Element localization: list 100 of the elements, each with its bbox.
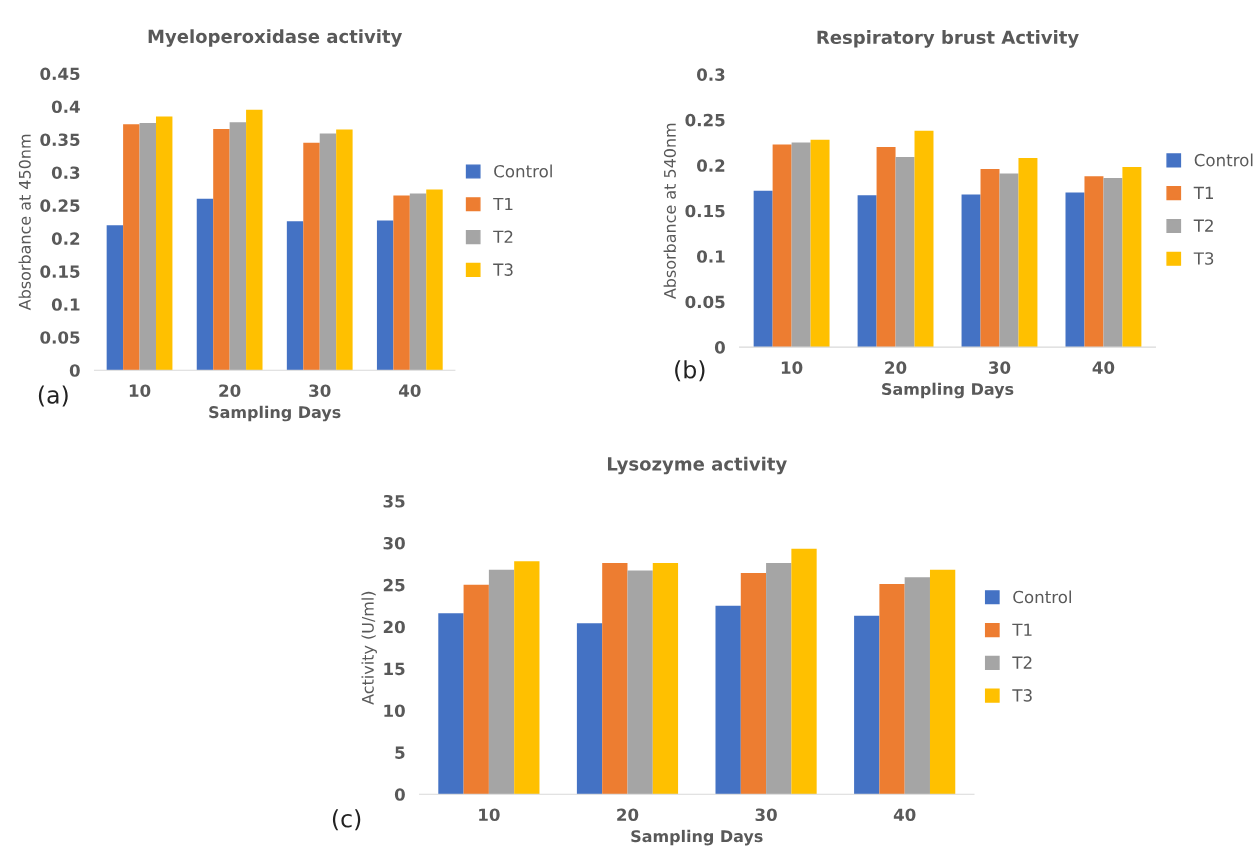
y-tick-label: 30 [383, 536, 405, 550]
bar [286, 221, 304, 371]
legend-label: T1 [1193, 186, 1213, 199]
y-tick-label: 0.2 [51, 232, 80, 245]
x-tick-label: 10 [781, 361, 803, 374]
bar [123, 124, 140, 371]
bar [1018, 158, 1038, 348]
bar [854, 615, 880, 795]
legend-label: T3 [1193, 252, 1214, 265]
y-axis-title: Absorbance at 540nm [663, 123, 676, 300]
bar [514, 561, 540, 795]
y-tick-label: 0.15 [40, 265, 80, 278]
chart-title: Lysozyme activity [607, 456, 787, 475]
y-tick-label: 0.3 [51, 166, 80, 179]
x-tick-label: 20 [219, 384, 241, 397]
bar [576, 623, 603, 795]
y-axis-title: Absorbance at 450nm [18, 134, 31, 311]
y-tick-label: 0.1 [51, 298, 80, 311]
legend-label: T3 [493, 263, 513, 276]
x-tick-label: 40 [893, 808, 916, 822]
chart-title: Myeloperoxidase activity [148, 29, 403, 47]
y-tick-label: 0.4 [51, 100, 80, 114]
x-tick-label: 20 [885, 361, 907, 374]
bar [999, 173, 1019, 348]
bar [895, 157, 915, 348]
bar [879, 583, 905, 795]
x-tick-label: 20 [617, 808, 639, 822]
bar [740, 573, 767, 795]
y-tick-label: 20 [383, 620, 405, 634]
bar [1122, 167, 1142, 348]
y-tick-label: 0 [394, 788, 405, 801]
y-tick-label: 0.45 [40, 67, 80, 81]
text: (a) [38, 385, 68, 407]
bar [438, 613, 464, 795]
y-tick-label: 0 [714, 341, 725, 354]
legend-label: T3 [1012, 689, 1032, 702]
bar [409, 193, 427, 371]
bar [1103, 178, 1123, 348]
bar [463, 584, 489, 795]
y-axis-title: Activity (U/ml) [361, 591, 377, 705]
bar [772, 144, 792, 348]
legend-label: T1 [1012, 623, 1032, 636]
bar [791, 142, 811, 348]
legend-label: T1 [493, 197, 513, 211]
bar [715, 605, 741, 795]
bar [652, 563, 679, 795]
chart-title: Respiratory brust Activity [817, 30, 1079, 48]
x-axis-title: Sampling Days [631, 829, 763, 846]
y-tick-label: 0.1 [697, 250, 725, 263]
bar [246, 109, 263, 371]
x-tick-label: 40 [1092, 361, 1115, 374]
x-axis-title: Sampling Days [882, 382, 1014, 399]
bar [980, 168, 1000, 348]
y-tick-label: 35 [383, 494, 405, 508]
text: (b) [675, 360, 705, 382]
legend-label: Control [494, 164, 552, 178]
y-tick-label: 0.05 [40, 331, 80, 344]
y-tick-label: 15 [384, 662, 405, 676]
y-tick-label: 5 [395, 746, 405, 759]
legend-label: T2 [1012, 656, 1032, 669]
legend-label: Control [1013, 590, 1071, 604]
bar [602, 563, 628, 795]
y-tick-label: 0.3 [697, 68, 725, 81]
bar [229, 122, 247, 371]
bar [791, 548, 817, 795]
y-tick-label: 0.25 [685, 113, 725, 127]
bar [155, 116, 173, 371]
bar [1065, 192, 1085, 348]
bar [336, 129, 353, 371]
x-tick-label: 30 [989, 361, 1011, 374]
legend-label: T2 [493, 230, 513, 243]
x-tick-label: 10 [129, 384, 151, 397]
bar [627, 570, 653, 795]
bar [426, 189, 443, 371]
x-tick-label: 30 [309, 384, 331, 397]
bar [876, 147, 896, 348]
bar [914, 130, 934, 348]
x-tick-label: 40 [398, 384, 421, 397]
y-tick-label: 0.05 [685, 295, 725, 309]
y-tick-label: 10 [384, 704, 405, 718]
bar [393, 195, 410, 371]
bar [766, 563, 792, 795]
x-axis-title: Sampling Days [209, 405, 341, 422]
legend-label: T2 [1193, 219, 1213, 232]
bar [303, 142, 320, 371]
y-tick-label: 0.15 [685, 204, 725, 218]
bar [139, 122, 156, 371]
bar [929, 569, 956, 795]
x-tick-label: 10 [479, 808, 500, 822]
bar [857, 195, 877, 348]
bar [810, 139, 830, 348]
bar [106, 225, 124, 371]
bar [961, 194, 981, 348]
bar [196, 198, 214, 371]
y-tick-label: 25 [383, 578, 405, 592]
y-tick-label: 0 [69, 364, 80, 377]
bar [904, 577, 930, 795]
bar [213, 128, 230, 371]
bar [488, 569, 515, 795]
bar [319, 133, 337, 371]
